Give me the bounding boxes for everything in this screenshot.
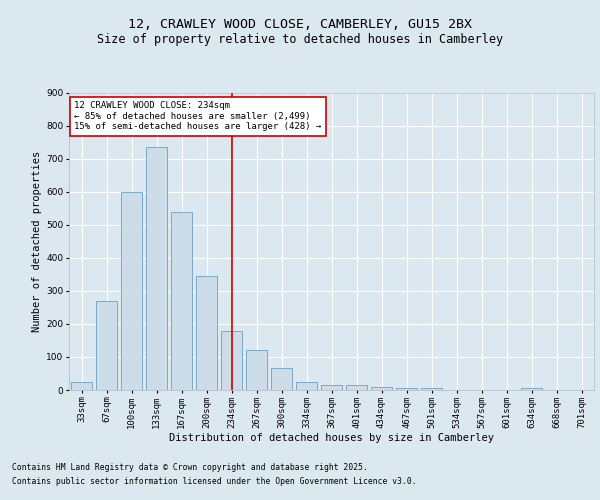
Bar xyxy=(346,385,367,390)
Bar xyxy=(421,388,442,390)
Text: 12 CRAWLEY WOOD CLOSE: 234sqm
← 85% of detached houses are smaller (2,499)
15% o: 12 CRAWLEY WOOD CLOSE: 234sqm ← 85% of d… xyxy=(74,102,322,131)
Bar xyxy=(271,368,292,390)
Bar xyxy=(246,350,267,390)
Bar xyxy=(171,212,192,390)
Bar xyxy=(121,192,142,390)
Bar xyxy=(296,382,317,390)
Bar xyxy=(396,388,417,390)
Bar xyxy=(221,331,242,390)
X-axis label: Distribution of detached houses by size in Camberley: Distribution of detached houses by size … xyxy=(169,434,494,444)
Bar xyxy=(521,388,542,390)
Text: 12, CRAWLEY WOOD CLOSE, CAMBERLEY, GU15 2BX: 12, CRAWLEY WOOD CLOSE, CAMBERLEY, GU15 … xyxy=(128,18,472,30)
Bar xyxy=(196,276,217,390)
Text: Contains HM Land Registry data © Crown copyright and database right 2025.: Contains HM Land Registry data © Crown c… xyxy=(12,464,368,472)
Bar xyxy=(371,386,392,390)
Bar xyxy=(146,147,167,390)
Y-axis label: Number of detached properties: Number of detached properties xyxy=(32,150,42,332)
Bar xyxy=(321,385,342,390)
Text: Size of property relative to detached houses in Camberley: Size of property relative to detached ho… xyxy=(97,32,503,46)
Text: Contains public sector information licensed under the Open Government Licence v3: Contains public sector information licen… xyxy=(12,477,416,486)
Bar xyxy=(71,382,92,390)
Bar xyxy=(96,300,117,390)
